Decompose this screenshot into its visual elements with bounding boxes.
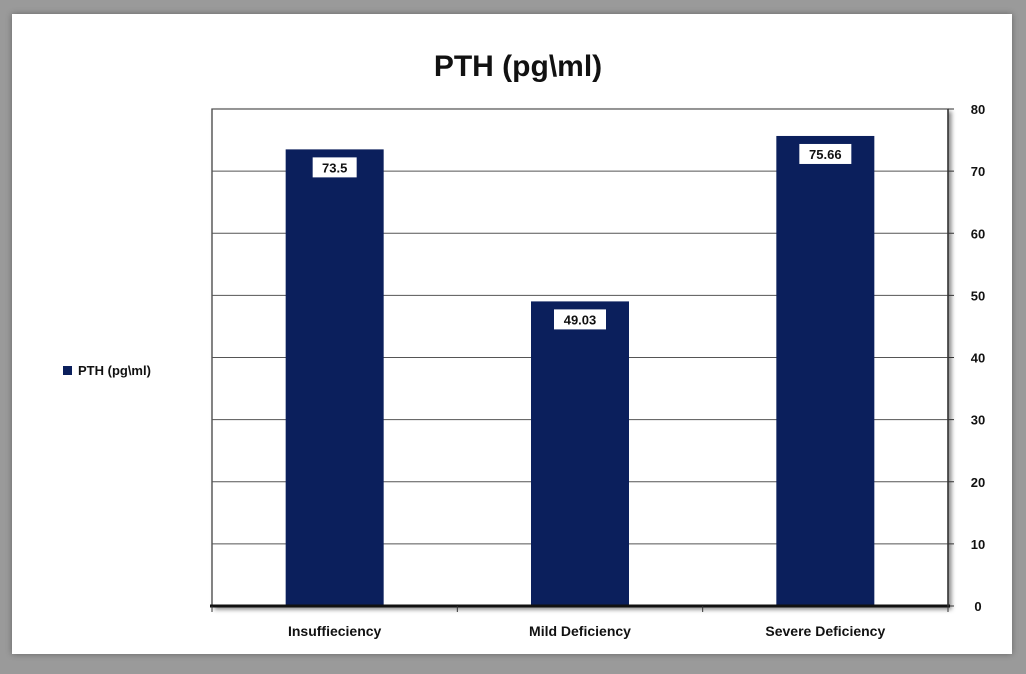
y-tick-label: 30	[971, 413, 985, 428]
data-label: 73.5	[322, 160, 347, 175]
bar	[531, 301, 629, 606]
y-tick-label: 20	[971, 475, 985, 490]
bar	[776, 135, 875, 606]
x-tick-labels: Insuffieciency Mild Deficiency Severe Defi…	[288, 623, 885, 639]
data-label: 49.03	[564, 312, 597, 327]
data-label-box	[554, 309, 606, 330]
legend-label: PTH (pg\ml)	[78, 363, 151, 378]
data-labels: 73.5 49.03 75.66	[312, 143, 852, 330]
x-tick-label: Insuffieciency	[288, 623, 382, 639]
y-tick-label: 70	[971, 164, 985, 179]
chart-title: PTH (pg\ml)	[434, 50, 602, 83]
y-tick-label: 0	[974, 599, 981, 614]
legend: PTH (pg\ml)	[63, 363, 151, 378]
y-tick-label: 60	[971, 226, 985, 241]
y-tick-label: 10	[971, 537, 985, 552]
x-tick-label: Mild Deficiency	[529, 623, 631, 639]
bars	[285, 135, 875, 606]
data-label-box	[312, 157, 357, 178]
bar	[285, 149, 384, 606]
y-tick-label: 40	[971, 351, 985, 366]
y-tick-label: 50	[971, 288, 985, 303]
y-tick-labels: 0 10 20 30 40 50 60 70 80	[971, 102, 985, 614]
data-label-box	[799, 143, 852, 164]
y-tick-label: 80	[971, 102, 985, 117]
axes	[210, 109, 950, 612]
x-tick-label: Severe Deficiency	[765, 623, 885, 639]
data-label: 75.66	[809, 147, 842, 162]
legend-swatch	[63, 366, 72, 375]
